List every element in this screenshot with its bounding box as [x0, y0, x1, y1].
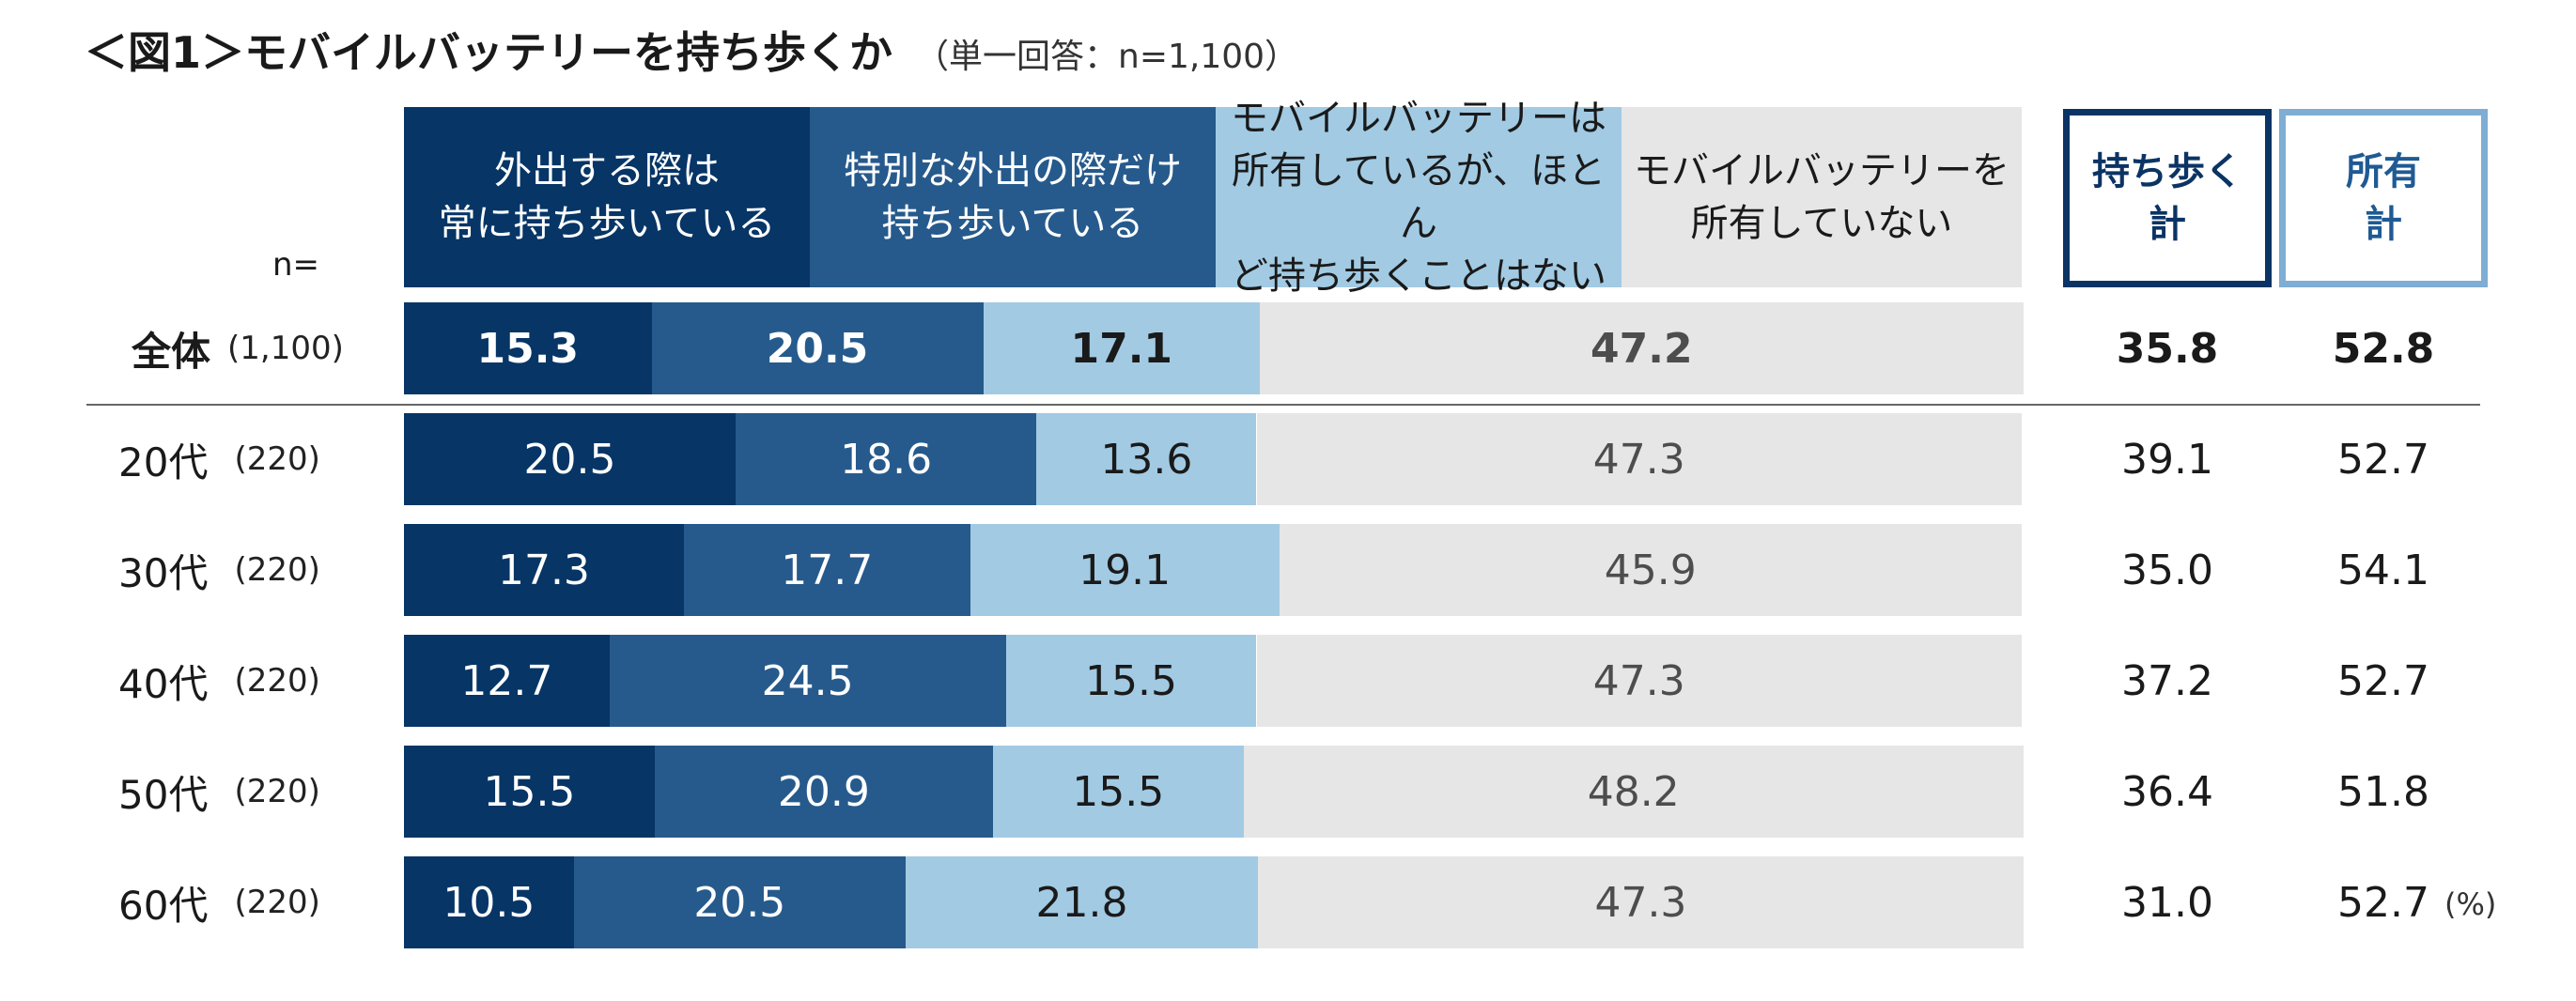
carry-total-value: 35.8: [2116, 324, 2219, 373]
bar-segment: 47.2: [1259, 302, 2024, 394]
bar-segment: 20.9: [654, 746, 993, 838]
bar-segment: 20.5: [651, 302, 984, 394]
unit-label: (%): [2444, 886, 2497, 922]
bar-segment: 24.5: [609, 635, 1006, 727]
bar-segment: 13.6: [1036, 413, 1257, 505]
category-label: 40代: [118, 660, 209, 707]
bar-segment: 12.7: [404, 635, 610, 727]
bar-segment: 15.5: [1005, 635, 1257, 727]
bar-segment: 45.9: [1279, 524, 2022, 616]
sample-size-label: (220): [234, 440, 320, 478]
carry-total-value: 36.4: [2121, 767, 2213, 816]
carry-total-value: 39.1: [2121, 435, 2213, 484]
row-label: 50代 (220): [118, 746, 320, 838]
own-total-value: 52.7: [2337, 656, 2429, 705]
row-label: 40代 (220): [118, 635, 320, 727]
bar-segment: 10.5: [404, 856, 574, 948]
own-total-value: 51.8: [2337, 767, 2429, 816]
legend-header-1: 外出する際は 常に持ち歩いている: [404, 107, 810, 287]
sample-size-label: (220): [234, 551, 320, 589]
bar-segment: 17.7: [683, 524, 970, 616]
bar-segment: 18.6: [736, 413, 1037, 505]
bar-segment: 15.5: [404, 746, 655, 838]
bar-segment: 21.8: [905, 856, 1259, 948]
category-label: 50代: [118, 771, 209, 818]
chart-title: ＜図1＞モバイルバッテリーを持ち歩くか: [85, 27, 893, 78]
carry-total-value: 35.0: [2121, 546, 2213, 594]
bar-segment: 48.2: [1243, 746, 2024, 838]
legend-header-4: モバイルバッテリーを 所有していない: [1622, 107, 2022, 287]
own-total-value: 52.7: [2337, 435, 2429, 484]
carry-total-value: 31.0: [2121, 878, 2213, 927]
chart-subtitle: （単一回答：n=1,100）: [915, 38, 1299, 76]
bar-segment: 47.3: [1256, 413, 2022, 505]
total-divider-line: [86, 404, 2480, 406]
category-label: 30代: [118, 549, 209, 596]
bar-segment: 47.3: [1258, 856, 2024, 948]
legend-header-2: 特別な外出の際だけ 持ち歩いている: [810, 107, 1216, 287]
row-label: 30代 (220): [118, 524, 320, 616]
category-label: 全体: [132, 328, 211, 375]
sample-size-label: (1,100): [227, 330, 344, 367]
bar-segment: 20.5: [573, 856, 906, 948]
own-total-value: 54.1: [2337, 546, 2429, 594]
own-total-header: 所有 計: [2279, 109, 2488, 287]
carry-total-value: 37.2: [2121, 656, 2213, 705]
chart-title-row: ＜図1＞モバイルバッテリーを持ち歩くか （単一回答：n=1,100）: [85, 19, 1298, 85]
legend-header-3: モバイルバッテリーは 所有しているが、ほとん ど持ち歩くことはない: [1216, 97, 1622, 298]
bar-segment: 17.3: [404, 524, 684, 616]
sample-size-label: (220): [234, 884, 320, 921]
own-total-value: 52.7: [2337, 878, 2429, 927]
bar-segment: 15.3: [404, 302, 652, 394]
bar-segment: 20.5: [404, 413, 736, 505]
bar-segment: 47.3: [1256, 635, 2022, 727]
category-label: 60代: [118, 882, 209, 929]
own-total-value: 52.8: [2332, 324, 2435, 373]
sample-size-label: (220): [234, 773, 320, 810]
row-label: 全体 (1,100): [132, 302, 344, 394]
category-label: 20代: [118, 439, 209, 485]
carry-total-header: 持ち歩く 計: [2063, 109, 2272, 287]
n-label: n=: [272, 246, 320, 284]
bar-segment: 15.5: [992, 746, 1244, 838]
row-label: 60代 (220): [118, 856, 320, 948]
sample-size-label: (220): [234, 662, 320, 700]
bar-segment: 19.1: [970, 524, 1280, 616]
bar-segment: 17.1: [983, 302, 1260, 394]
row-label: 20代 (220): [118, 413, 320, 505]
